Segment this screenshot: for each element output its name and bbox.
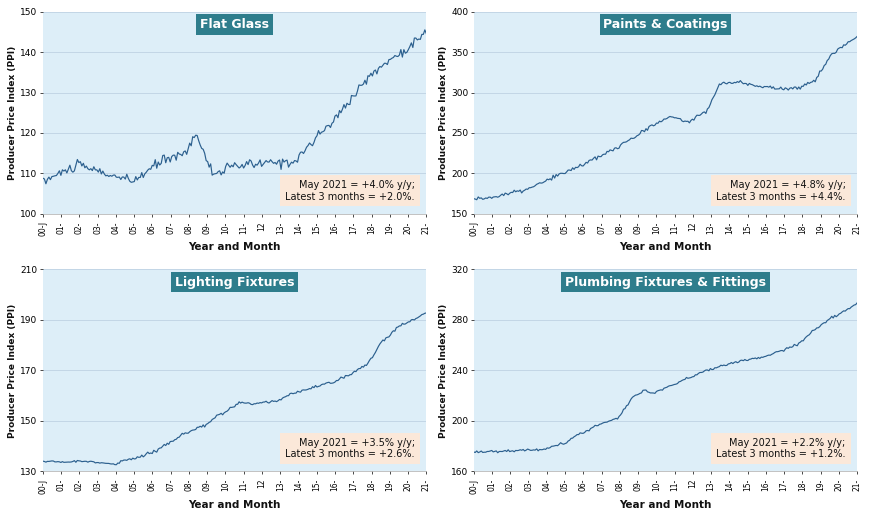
Text: May 2021 = +4.8% y/y;
Latest 3 months = +4.4%.: May 2021 = +4.8% y/y; Latest 3 months = … (715, 180, 845, 202)
Text: Paints & Coatings: Paints & Coatings (602, 18, 726, 31)
Y-axis label: Producer Price Index (PPI): Producer Price Index (PPI) (9, 46, 17, 180)
Text: May 2021 = +2.2% y/y;
Latest 3 months = +1.2%.: May 2021 = +2.2% y/y; Latest 3 months = … (715, 438, 845, 459)
Text: Flat Glass: Flat Glass (200, 18, 269, 31)
X-axis label: Year and Month: Year and Month (619, 242, 711, 252)
X-axis label: Year and Month: Year and Month (619, 500, 711, 510)
Y-axis label: Producer Price Index (PPI): Producer Price Index (PPI) (439, 46, 448, 180)
Y-axis label: Producer Price Index (PPI): Producer Price Index (PPI) (439, 303, 448, 438)
X-axis label: Year and Month: Year and Month (189, 242, 281, 252)
Text: May 2021 = +3.5% y/y;
Latest 3 months = +2.6%.: May 2021 = +3.5% y/y; Latest 3 months = … (285, 438, 415, 459)
Text: Plumbing Fixtures & Fittings: Plumbing Fixtures & Fittings (564, 276, 765, 289)
Text: Lighting Fixtures: Lighting Fixtures (175, 276, 294, 289)
X-axis label: Year and Month: Year and Month (189, 500, 281, 510)
Y-axis label: Producer Price Index (PPI): Producer Price Index (PPI) (9, 303, 17, 438)
Text: May 2021 = +4.0% y/y;
Latest 3 months = +2.0%.: May 2021 = +4.0% y/y; Latest 3 months = … (285, 180, 415, 202)
